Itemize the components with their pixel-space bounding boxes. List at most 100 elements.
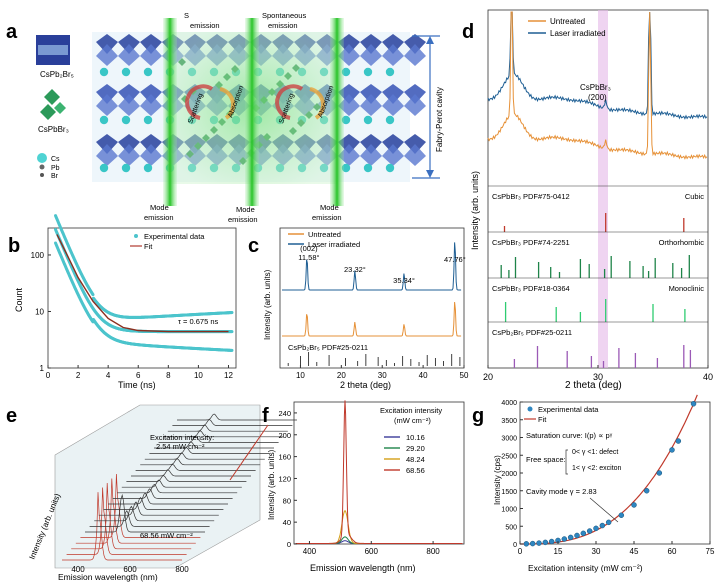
d-ref-phase: Cubic <box>685 192 704 201</box>
d-ref-label: CsPbBr₃ PDF#18-0364 <box>492 284 570 293</box>
g-ytick-label: 1000 <box>501 507 517 514</box>
octahedron <box>96 144 118 166</box>
panel-b-frame <box>47 227 237 369</box>
octahedron <box>360 94 382 116</box>
cs-atom <box>363 115 373 125</box>
b-xlabel: Time (ns) <box>118 380 156 390</box>
e-spectrum <box>108 492 228 505</box>
c-peak-label: 11.58° <box>298 253 319 262</box>
e-annotation-top: Excitation intensity: 2.54 mW cm⁻² <box>150 433 214 451</box>
cs-atom <box>363 163 373 173</box>
b-xtick-label: 10 <box>194 371 203 380</box>
mirror-1 <box>163 18 177 206</box>
octahedron <box>140 144 162 166</box>
c-xtick-label: 50 <box>460 371 469 380</box>
mode-emission-label-2: Mode emission <box>228 205 258 224</box>
f-spectrum-68.56 <box>295 400 463 544</box>
b-fit-line <box>56 234 229 333</box>
f-spectrum-48.24 <box>295 509 463 544</box>
octahedron <box>382 44 404 66</box>
octahedron <box>404 94 426 116</box>
g-exciton: 1< γ <2: exciton <box>572 465 622 472</box>
f-legend: 10.16 29.20 48.24 68.56 <box>384 433 425 475</box>
g-data-point <box>542 539 549 546</box>
g-xtick-label: 30 <box>592 547 601 556</box>
g-data-point <box>574 532 580 539</box>
g-ytick-label: 3000 <box>501 436 517 443</box>
cs-atom <box>143 67 153 77</box>
d-ref-label: CsPbBr₃ PDF#74-2251 <box>492 238 570 247</box>
g-ylabel: Intensity (cps) <box>493 455 502 505</box>
f-ytick-label: 240 <box>278 409 291 418</box>
cavity-label: Fabry-Perot cavity <box>435 87 444 152</box>
e-spectrum <box>167 424 288 432</box>
g-data-point <box>669 447 675 453</box>
d-ylabel: Intensity (arb. units) <box>470 171 480 250</box>
panel-c-plot: (002)11.58° 23.32° 35.34° 47.76° 10 20 30 40 50 <box>282 242 469 380</box>
panel-d: d CsPbBr₃ PDF#75-0412 Cubic CsPbBr₃ PDF#74… <box>462 9 713 391</box>
f-ytick-label: 160 <box>278 453 291 462</box>
legend-pb: Pb <box>51 165 60 172</box>
cspbbr3-crystal-icon <box>40 89 66 120</box>
cs-atom-icon <box>37 153 47 163</box>
panel-f: f 400 600 800 0 40 80 120 160 200 240 Excitation … <box>262 400 465 573</box>
e-spectrum <box>177 413 297 421</box>
g-data-point <box>618 512 625 518</box>
octahedron <box>382 144 404 166</box>
f-ytick-label: 40 <box>283 518 291 527</box>
e-spectrum <box>85 493 205 533</box>
mirror-3 <box>330 18 344 206</box>
e-spectrum <box>135 463 256 471</box>
f-ytick-label: 200 <box>278 431 291 440</box>
mode-emission-label-3: Mode emission <box>312 203 342 222</box>
panel-g-label: g <box>472 405 484 427</box>
b-ytick-label: 100 <box>31 251 45 260</box>
e-spectrum <box>154 441 274 449</box>
g-ytick-label: 2500 <box>501 453 517 460</box>
cs-atom <box>121 163 131 173</box>
b-xtick-label: 6 <box>136 371 141 380</box>
octahedron <box>404 44 426 66</box>
g-data-point <box>643 488 650 494</box>
f-legend-label: 10.16 <box>406 433 425 442</box>
g-legend-data-swatch <box>527 406 533 412</box>
cs-atom <box>99 163 109 173</box>
absorption-arc-2 <box>309 87 326 120</box>
scattering-arc-1 <box>185 84 214 120</box>
g-ytick-label: 4000 <box>501 400 517 407</box>
e-spectrum <box>98 501 219 516</box>
g-ytick-label: 500 <box>505 524 517 531</box>
g-data-point <box>567 534 574 541</box>
e-spectrum <box>89 510 210 527</box>
b-legend-fit: Fit <box>144 242 153 251</box>
octahedron <box>360 144 382 166</box>
e-spectrum <box>163 430 284 438</box>
panel-e-label: e <box>6 405 17 427</box>
b-legend-data-swatch <box>134 234 138 238</box>
cs-atom <box>99 67 109 77</box>
g-cavity-pointer <box>589 497 619 523</box>
g-legend-data: Experimental data <box>538 405 599 414</box>
e-spectrum <box>80 473 201 538</box>
scattering-arc-2 <box>275 84 304 120</box>
e-spectrum <box>158 435 279 443</box>
g-brace <box>565 449 568 475</box>
d-xtick-label: 20 <box>483 372 493 382</box>
cs-atom <box>121 67 131 77</box>
legend-cs: Cs <box>51 156 60 163</box>
f-xtick-label: 600 <box>365 547 379 556</box>
octahedron <box>382 94 404 116</box>
g-data-point <box>586 528 593 534</box>
b-xtick-label: 0 <box>46 371 51 380</box>
b-ytick-label: 1 <box>40 364 45 373</box>
e-xlabel: Emission wavelength (nm) <box>58 572 158 582</box>
g-data-point <box>548 538 555 545</box>
g-xtick-label: 45 <box>630 547 639 556</box>
c-reference-label: CsPb₂Br₅ PDF#25-0211 <box>288 343 368 352</box>
b-ytick-label: 10 <box>35 307 44 316</box>
g-data-point <box>529 540 536 547</box>
panel-d-curves <box>487 11 708 160</box>
b-ylabel: Count <box>14 287 24 312</box>
legend-cspbbr3: CsPbBr₃ <box>38 125 69 134</box>
g-defect: 0< γ <1: defect <box>572 449 618 456</box>
